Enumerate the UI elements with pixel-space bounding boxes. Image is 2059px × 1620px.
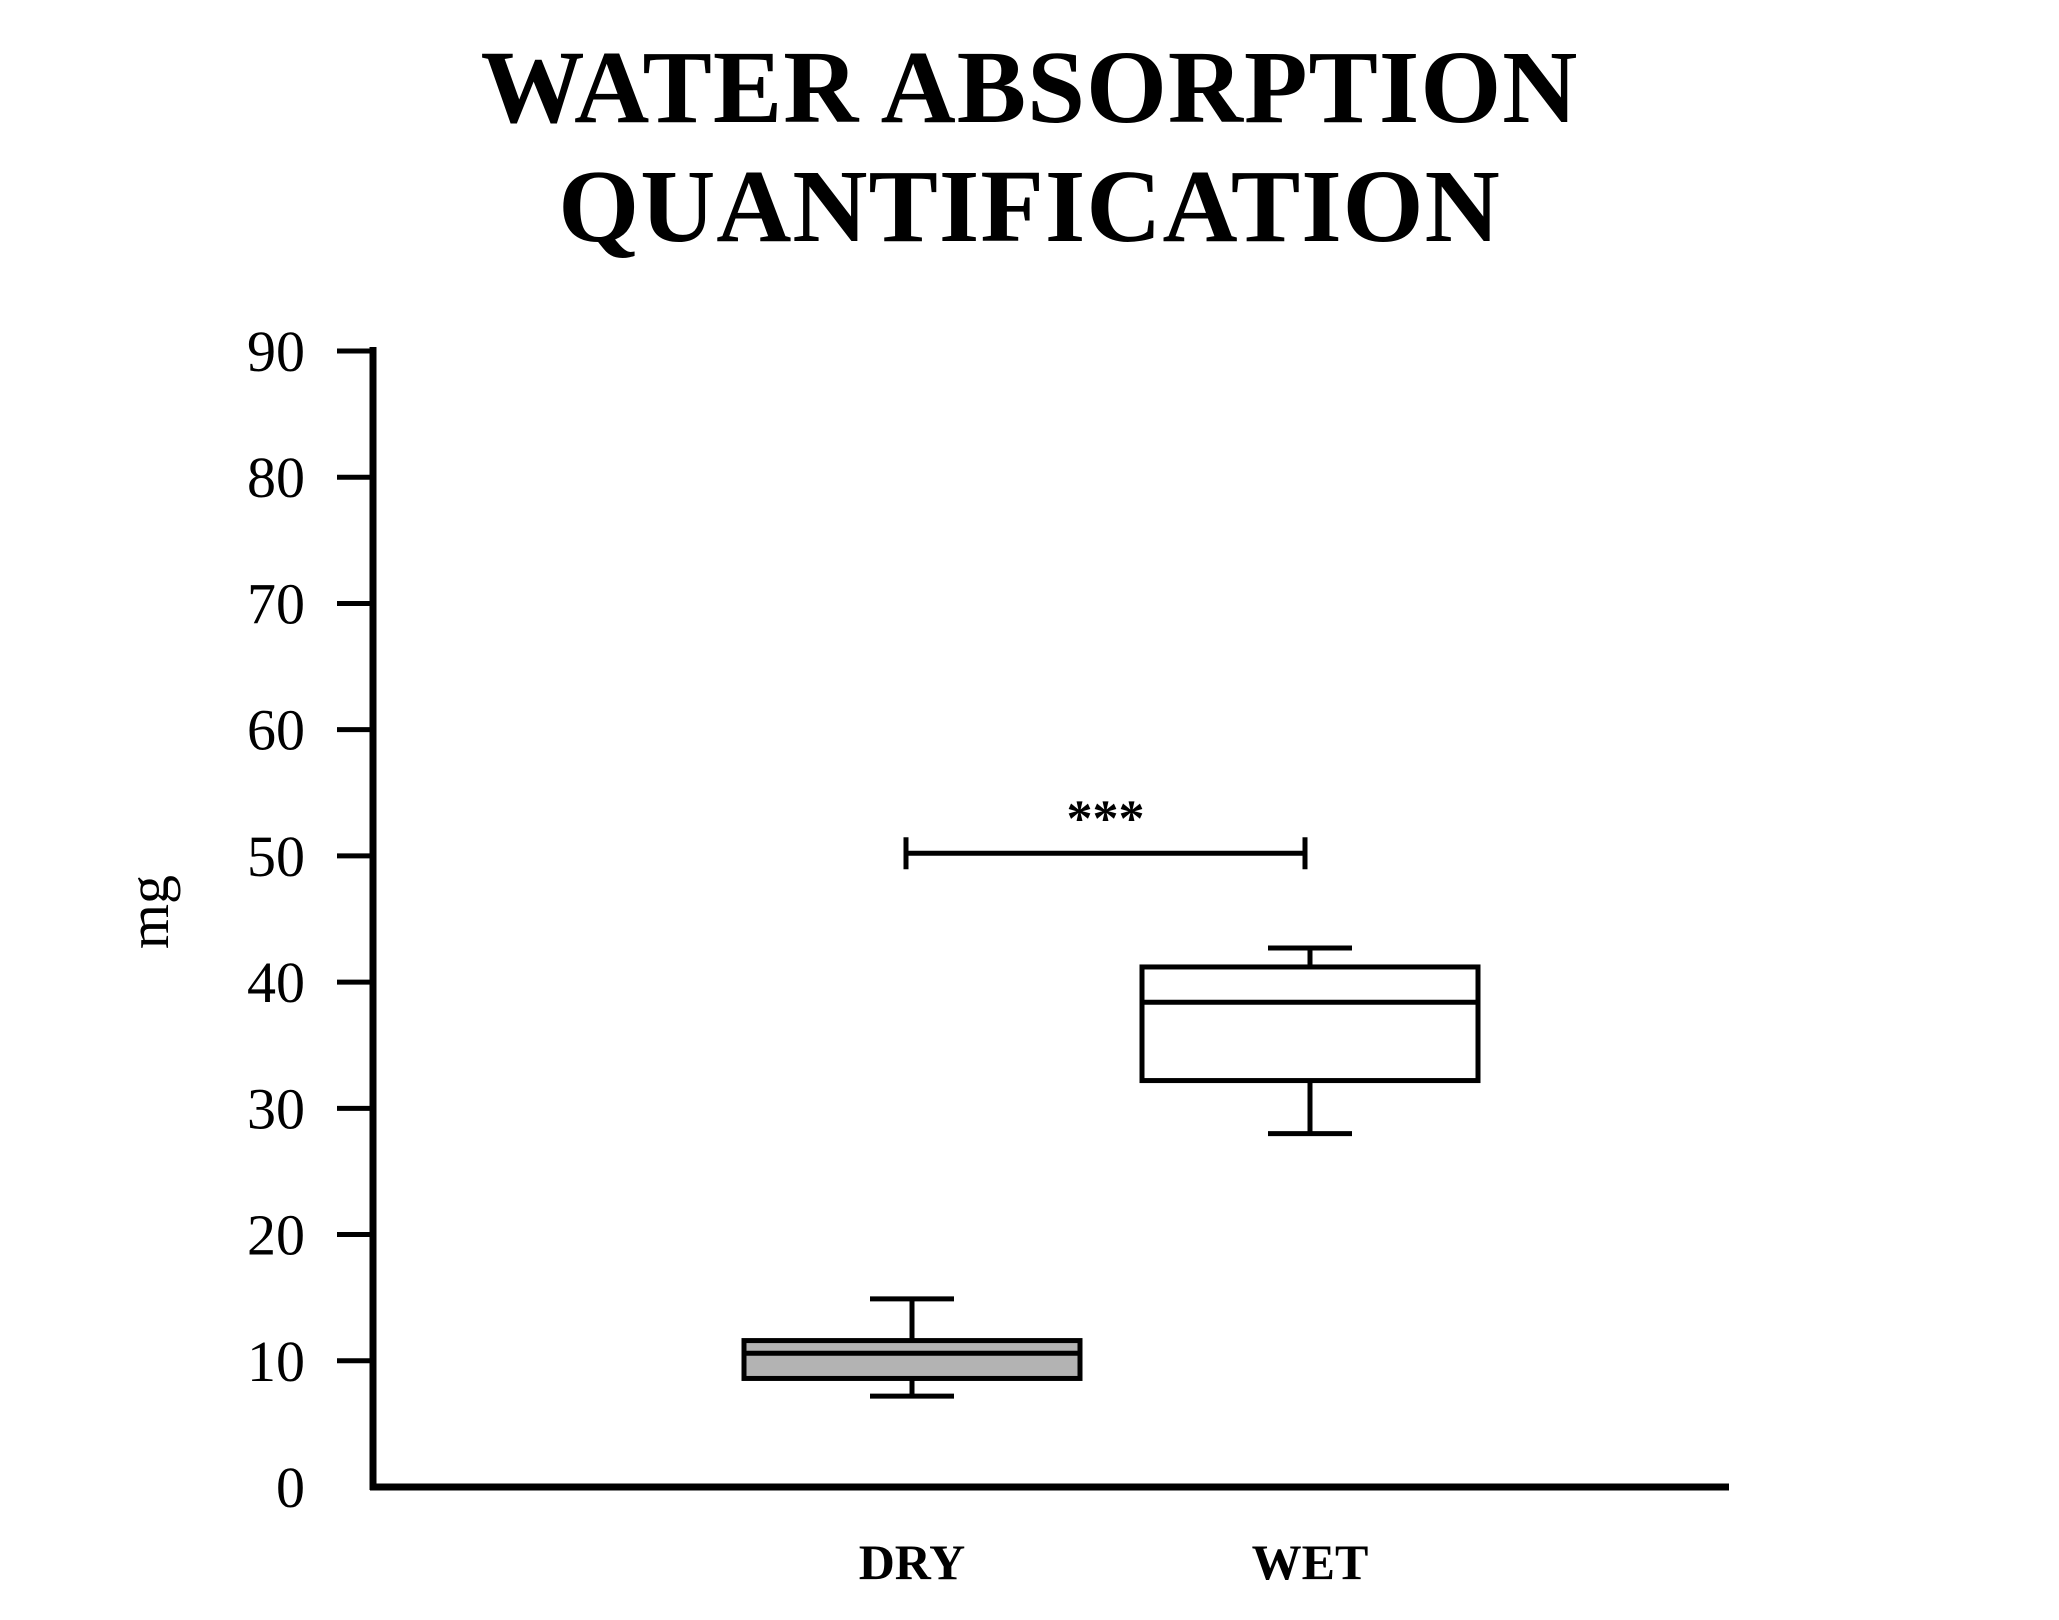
y-tick-label: 10 [247, 1329, 305, 1394]
category-label: DRY [859, 1534, 966, 1590]
y-tick-label: 30 [247, 1076, 305, 1141]
y-tick-label: 20 [247, 1203, 305, 1268]
category-label: WET [1252, 1534, 1369, 1590]
box-iqr [1139, 964, 1481, 1084]
boxes: DRY WET [741, 945, 1481, 1590]
significance-label: *** [1067, 790, 1145, 847]
box-dry: DRY [741, 1296, 1083, 1590]
y-axis-label: mg [116, 875, 181, 949]
y-tick-label: 80 [247, 445, 305, 510]
significance-bracket: *** [903, 790, 1308, 870]
annotations: *** [903, 790, 1308, 870]
y-tick-label: 60 [247, 698, 305, 763]
y-tick-label: 0 [276, 1455, 305, 1520]
y-tick-label: 50 [247, 824, 305, 889]
y-tick-label: 70 [247, 571, 305, 636]
box-wet: WET [1139, 945, 1481, 1590]
y-tick-label: 40 [247, 950, 305, 1015]
chart-title: WATER ABSORPTION QUANTIFICATION [480, 30, 1579, 264]
y-axis-ticks: 0 10 20 30 40 50 60 70 80 90 [247, 319, 373, 1520]
box-iqr [741, 1338, 1083, 1381]
y-tick-label: 90 [247, 319, 305, 384]
axes [369, 347, 1729, 1491]
